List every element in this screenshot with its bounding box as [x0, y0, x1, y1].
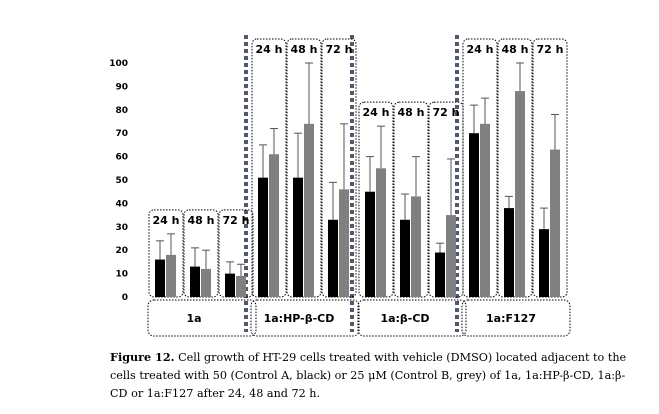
bar-control-b [339, 189, 349, 297]
group-label: 1a:F127 [486, 312, 536, 325]
timepoint-label: 72 h [433, 106, 460, 119]
timepoint-box [251, 38, 287, 298]
bar-control-b [411, 196, 421, 297]
group-label: 1a:β-CD [380, 312, 429, 325]
timepoint-label: 72 h [326, 43, 353, 56]
labels: 1a 24 h 48 h 72 h 1a:HP-β-CD 24 h 48 h 72 h 1a:β… [153, 43, 564, 325]
timepoint-box [462, 38, 498, 298]
bar-control-a [293, 177, 303, 297]
bar-control-a [225, 273, 235, 297]
timepoint-box [286, 38, 322, 298]
timepoint-boxes [147, 38, 571, 337]
timepoint-label: 24 h [363, 106, 390, 119]
bar-control-b [201, 268, 211, 297]
bar-control-b [376, 168, 386, 297]
y-tick-label: 10 [115, 270, 128, 280]
y-tick-label: 100 [109, 59, 128, 69]
timepoint-box [393, 101, 429, 298]
y-tick-label: 50 [115, 176, 128, 186]
bar-control-a [328, 219, 338, 297]
bar-control-b [269, 154, 279, 297]
bar-control-b [304, 123, 314, 297]
y-tick-label: 0 [122, 293, 128, 303]
y-tick-label: 80 [115, 106, 128, 116]
y-tick-label: 90 [115, 82, 128, 92]
bar-control-b [515, 91, 525, 297]
group-label-box [250, 299, 360, 337]
timepoint-label: 48 h [398, 106, 425, 119]
y-tick-label: 30 [115, 223, 128, 233]
group-label-box [357, 299, 467, 337]
group-label: 1a [186, 312, 201, 325]
bar-control-a [504, 208, 514, 297]
y-tick-label: 70 [115, 129, 128, 139]
bar-control-a [469, 133, 479, 297]
group-label: 1a:HP-β-CD [264, 312, 335, 325]
timepoint-box [148, 209, 184, 298]
bar-chart: 0 10 20 30 40 50 60 70 80 90 100 1a 24 h 48 h 72 h 1a:… [109, 35, 571, 337]
timepoint-box [183, 209, 219, 298]
timepoint-label: 24 h [256, 43, 283, 56]
y-tick-label: 20 [115, 246, 128, 256]
timepoint-label: 48 h [188, 214, 215, 227]
bar-control-b [166, 254, 176, 297]
error-bars [156, 62, 559, 276]
timepoint-box [497, 38, 533, 298]
group-label-box [461, 299, 571, 337]
bar-control-a [365, 191, 375, 297]
y-axis: 0 10 20 30 40 50 60 70 80 90 100 [109, 59, 128, 303]
group-label-box [147, 299, 257, 337]
timepoint-label: 24 h [467, 43, 494, 56]
timepoint-box [358, 101, 394, 298]
timepoint-box [532, 38, 568, 298]
bars [155, 91, 560, 297]
timepoint-label: 48 h [291, 43, 318, 56]
bar-control-a [400, 219, 410, 297]
bar-control-a [435, 252, 445, 297]
bar-control-b [446, 215, 456, 297]
y-tick-label: 40 [115, 199, 128, 209]
figure-caption: Figure 12. Cell growth of HT-29 cells tr… [110, 348, 640, 403]
timepoint-label: 48 h [502, 43, 529, 56]
bar-control-a [190, 266, 200, 297]
timepoint-label: 24 h [153, 214, 180, 227]
timepoint-label: 72 h [537, 43, 564, 56]
caption-text: Cell growth of HT-29 cells treated with … [110, 351, 627, 400]
bar-control-a [155, 259, 165, 297]
bar-control-a [539, 229, 549, 297]
y-tick-label: 60 [115, 153, 128, 163]
timepoint-box [218, 209, 254, 298]
bar-control-a [258, 177, 268, 297]
bar-control-b [480, 123, 490, 297]
bar-control-b [236, 275, 246, 297]
bar-control-b [550, 149, 560, 297]
timepoint-label: 72 h [223, 214, 250, 227]
timepoint-box [321, 38, 357, 298]
caption-label: Figure 12. [110, 350, 175, 364]
